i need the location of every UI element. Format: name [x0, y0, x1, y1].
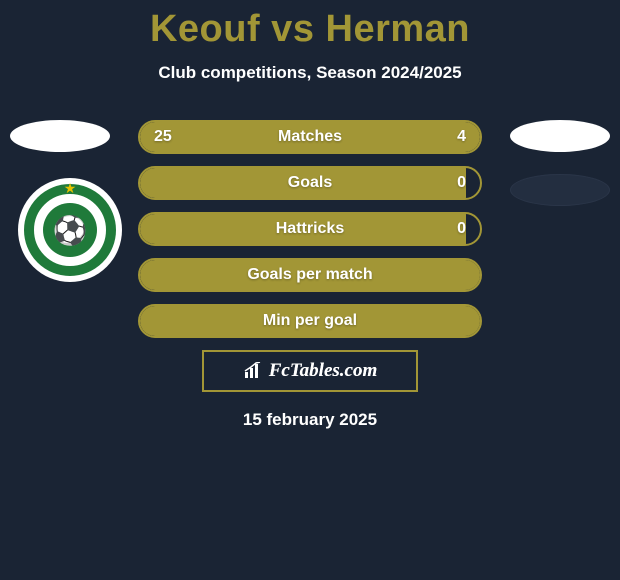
- stat-label: Goals: [140, 168, 480, 198]
- flag-right-player-1: [510, 120, 610, 152]
- stat-row-min-per-goal: Min per goal: [138, 304, 482, 338]
- stat-row-goals: Goals 0: [138, 166, 482, 200]
- page-subtitle: Club competitions, Season 2024/2025: [0, 63, 620, 83]
- page-title: Keouf vs Herman: [0, 0, 620, 51]
- stat-label: Min per goal: [140, 306, 480, 336]
- flag-right-player-2: [510, 174, 610, 206]
- stat-row-matches: 25 Matches 4: [138, 120, 482, 154]
- stat-label: Goals per match: [140, 260, 480, 290]
- stat-label: Hattricks: [140, 214, 480, 244]
- club-logo-left: ★ ⚽: [18, 178, 122, 282]
- brand-text: FcTables.com: [269, 360, 378, 382]
- star-icon: ★: [64, 180, 77, 197]
- stat-row-goals-per-match: Goals per match: [138, 258, 482, 292]
- brand-attribution[interactable]: FcTables.com: [202, 350, 418, 392]
- soccer-ball-icon: ⚽: [53, 214, 88, 247]
- stats-container: 25 Matches 4 Goals 0 Hattricks 0 Goals p…: [138, 120, 482, 430]
- stat-value-right: 0: [457, 168, 466, 198]
- stat-value-right: 4: [457, 122, 466, 152]
- stat-label: Matches: [140, 122, 480, 152]
- footer-date: 15 february 2025: [138, 410, 482, 430]
- stat-value-right: 0: [457, 214, 466, 244]
- flag-left-player-1: [10, 120, 110, 152]
- chart-bar-icon: [243, 362, 265, 380]
- stat-row-hattricks: Hattricks 0: [138, 212, 482, 246]
